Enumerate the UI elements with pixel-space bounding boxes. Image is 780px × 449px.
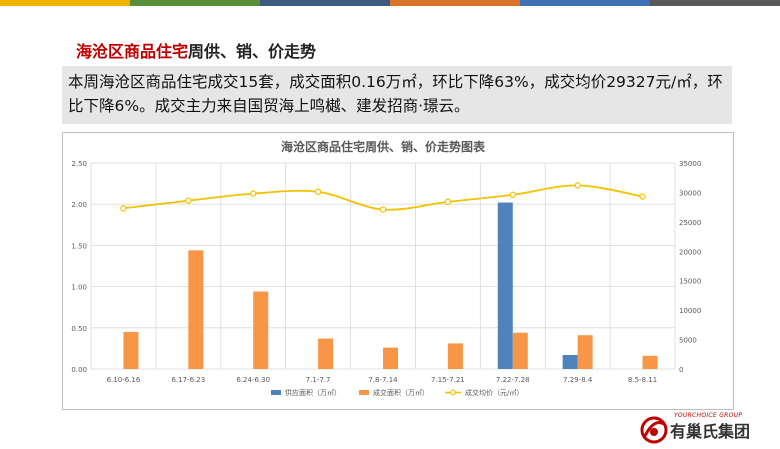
legend-label: 供应面积（万㎡） (285, 388, 341, 397)
sales-area-bar (383, 347, 398, 369)
top-bar-segment-1 (0, 0, 130, 6)
avg-price-point (379, 206, 387, 213)
supply-area-bar (562, 354, 578, 369)
x-tick-label: 7.22-7.28 (496, 376, 530, 384)
y-right-tick-label: 35000 (679, 160, 701, 168)
avg-price-point (444, 198, 452, 206)
y-right-tick-label: 10000 (679, 307, 701, 315)
x-tick-label: 6.10-6.16 (107, 376, 141, 384)
sales-area-bar (642, 355, 658, 369)
y-right-tick-label: 25000 (679, 219, 701, 227)
sales-area-bar (447, 343, 463, 369)
avg-price-point (120, 205, 127, 212)
y-right-tick-label: 30000 (679, 189, 701, 197)
y-right-tick-label: 5000 (679, 337, 697, 345)
sales-area-bar (123, 331, 139, 369)
logo-subtitle: YOURCHOICE GROUP (674, 412, 743, 419)
page-title: 海沧区商品住宅周供、销、价走势 (76, 38, 316, 62)
y-left-tick-label: 0.50 (71, 325, 87, 333)
x-tick-label: 7.8-7.14 (368, 376, 398, 384)
y-right-tick-label: 20000 (679, 248, 701, 256)
company-logo: YOURCHOICE GROUP 有巢氏集团 (640, 412, 780, 446)
x-tick-label: 6.24-6.30 (236, 376, 270, 384)
legend-swatch (359, 390, 369, 395)
x-tick-label: 7.29-8.4 (563, 376, 593, 384)
y-left-tick-label: 2.50 (71, 160, 87, 168)
top-bar-segment-3 (260, 0, 390, 6)
legend-label: 成交面积（万㎡） (373, 388, 429, 397)
avg-price-point (185, 197, 192, 204)
y-right-tick-label: 0 (679, 366, 683, 374)
avg-price-point (250, 190, 257, 197)
y-left-tick-label: 1.00 (71, 284, 87, 292)
avg-price-point (639, 193, 646, 200)
x-tick-label: 6.17-6.23 (171, 376, 205, 384)
chart-container: 海沧区商品住宅周供、销、价走势图表 0.00 0.50 1.00 1.50 2.00 2.5… (62, 132, 734, 410)
summary-text: 本周海沧区商品住宅成交15套，成交面积0.16万㎡，环比下降63%，成交均价29… (62, 66, 732, 124)
legend-swatch-marker (450, 389, 456, 396)
supply-area-bar (497, 202, 513, 369)
avg-price-point (574, 182, 581, 189)
sales-area-bar (512, 332, 528, 369)
avg-price-line (123, 184, 643, 211)
page-title-highlight: 海沧区商品住宅 (76, 42, 189, 61)
sales-area-bar (318, 338, 334, 369)
x-tick-label: 7.1-7.7 (306, 376, 331, 384)
legend-label: 成交均价（元/㎡） (465, 388, 523, 397)
chart-title: 海沧区商品住宅周供、销、价走势图表 (281, 139, 486, 154)
avg-price-point (509, 191, 516, 198)
top-bar-segment-2 (130, 0, 260, 6)
sales-area-bar (577, 335, 593, 369)
y-left-tick-label: 2.00 (71, 201, 87, 209)
top-bar-segment-5 (520, 0, 650, 6)
y-left-tick-label: 1.50 (71, 242, 87, 250)
y-left-tick-label: 0.00 (71, 366, 87, 374)
y-right-tick-label: 15000 (679, 278, 701, 286)
top-bar-segment-6 (650, 0, 780, 6)
x-tick-label: 7.15-7.21 (431, 376, 465, 384)
x-tick-label: 8.5-8.11 (628, 376, 657, 384)
sales-area-bar (188, 250, 204, 369)
logo-name: 有巢氏集团 (670, 422, 751, 441)
page-title-rest: 周供、销、价走势 (188, 42, 317, 61)
sales-area-bar (253, 291, 269, 369)
logo-emblem-icon (640, 416, 668, 444)
combo-chart: 海沧区商品住宅周供、销、价走势图表 0.00 0.50 1.00 1.50 2.00 2.5… (71, 139, 701, 397)
top-bar-segment-4 (390, 0, 520, 6)
avg-price-point (314, 188, 322, 196)
top-color-bar (0, 0, 780, 6)
legend-swatch (271, 390, 281, 395)
